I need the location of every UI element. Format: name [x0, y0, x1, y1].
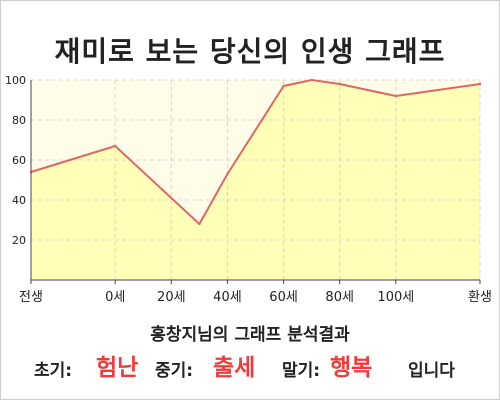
x-tick-label-환생: 환생	[468, 290, 492, 305]
late-label: 말기:	[282, 361, 321, 381]
analysis-subtitle: 홍창지님의 그래프 분석결과	[150, 325, 350, 345]
x-tick-label-100세: 100세	[377, 290, 414, 305]
data-point-40세	[226, 172, 229, 176]
y-tick-label-60: 60	[12, 154, 26, 167]
x-tick-label-0세: 0세	[105, 290, 125, 305]
late-value: 행복	[330, 355, 373, 381]
data-point-70세	[310, 78, 313, 82]
y-tick-label-80: 80	[12, 114, 26, 127]
x-tick-label-20세: 20세	[157, 290, 186, 305]
early-value: 험난	[96, 355, 139, 381]
life-graph-chart: 20 40 60 80 100 전생 0세 20세 40세 60세 80세 100세 환생	[5, 74, 492, 305]
x-tick-label-60세: 60세	[269, 290, 298, 305]
chart-title: 재미로 보는 당신의 인생 그래프	[54, 35, 446, 68]
data-point-30세	[198, 222, 201, 226]
data-point-100세	[394, 94, 398, 98]
mid-value: 출세	[213, 355, 256, 381]
y-tick-label-20: 20	[12, 234, 26, 247]
plot-area: 20 40 60 80 100 전생 0세 20세 40세 60세 80세 100세 환생	[5, 74, 492, 305]
y-tick-label-100: 100	[5, 74, 26, 87]
data-point-60세	[282, 84, 285, 88]
analysis-summary: 초기: 험난 중기: 출세 말기: 행복 입니다	[0, 346, 500, 382]
data-point-80세	[338, 82, 341, 86]
data-point-0세	[113, 144, 117, 148]
x-tick-label-전생: 전생	[19, 290, 43, 305]
data-point-환생	[478, 82, 482, 86]
summary-ending: 입니다	[408, 361, 455, 381]
x-tick-label-40세: 40세	[213, 290, 242, 305]
x-tick-label-80세: 80세	[325, 290, 354, 305]
area-fill	[31, 80, 480, 280]
mid-label: 중기:	[155, 361, 194, 381]
early-label: 초기:	[34, 361, 73, 381]
y-tick-label-40: 40	[12, 194, 26, 207]
